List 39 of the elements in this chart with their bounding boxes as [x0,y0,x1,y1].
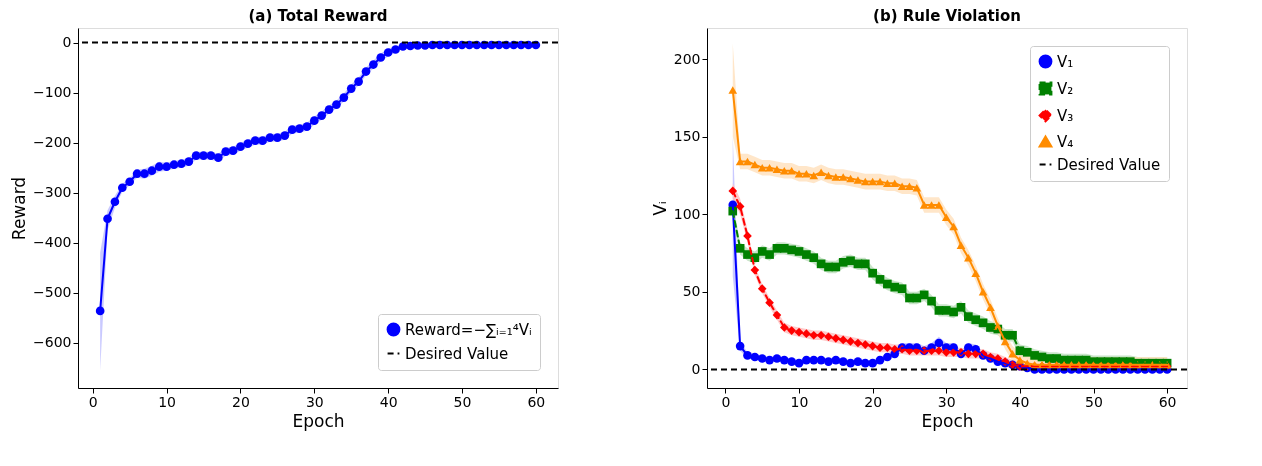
y-tick-label: 100 [673,205,701,222]
legend-label: V₁ [1057,52,1074,71]
x-tick-label: 50 [453,393,472,410]
chart-title: (a) Total Reward [248,7,388,25]
chart-title: (b) Rule Violation [873,7,1021,25]
y-axis-title: Reward [9,176,30,241]
x-tick-label: 60 [527,393,546,410]
y-axis-title: Vᵢ [649,201,670,216]
y-tick-label: 200 [673,50,701,67]
x-tick-label: 60 [1158,393,1177,410]
legend-label: V₃ [1057,106,1074,125]
x-tick-label: 50 [1085,393,1103,410]
x-tick-label: 20 [232,393,250,410]
legend-label: V₂ [1057,79,1074,98]
y-tick-label: 50 [682,283,701,300]
x-axis-title: Epoch [921,410,974,431]
legend-label: Desired Value [405,344,509,363]
legend-label: V₄ [1057,132,1074,151]
legend-label: Reward=−∑ᵢ₌₁⁴Vᵢ [405,320,532,339]
x-axis-title: Epoch [292,410,345,431]
y-tick-label: −100 [33,84,72,101]
x-tick-label: 30 [937,393,956,410]
y-tick-label: −400 [33,234,72,251]
x-tick-label: 0 [88,393,98,410]
y-tick-label: 0 [62,34,72,51]
x-tick-label: 40 [379,393,398,410]
y-tick-label: −500 [33,284,72,301]
x-tick-label: 10 [158,393,177,410]
x-tick-label: 0 [721,393,731,410]
y-tick-label: −600 [33,334,72,351]
x-tick-label: 40 [1011,393,1030,410]
y-tick-label: 0 [691,360,701,377]
y-tick-label: −300 [33,184,72,201]
y-tick-label: −200 [33,134,72,151]
y-tick-label: 150 [673,128,701,145]
x-tick-label: 30 [305,393,324,410]
x-tick-label: 10 [790,393,809,410]
x-tick-label: 20 [864,393,883,410]
legend-label: Desired Value [1057,155,1161,174]
